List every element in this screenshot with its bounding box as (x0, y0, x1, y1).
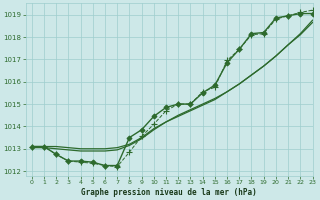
X-axis label: Graphe pression niveau de la mer (hPa): Graphe pression niveau de la mer (hPa) (81, 188, 257, 197)
